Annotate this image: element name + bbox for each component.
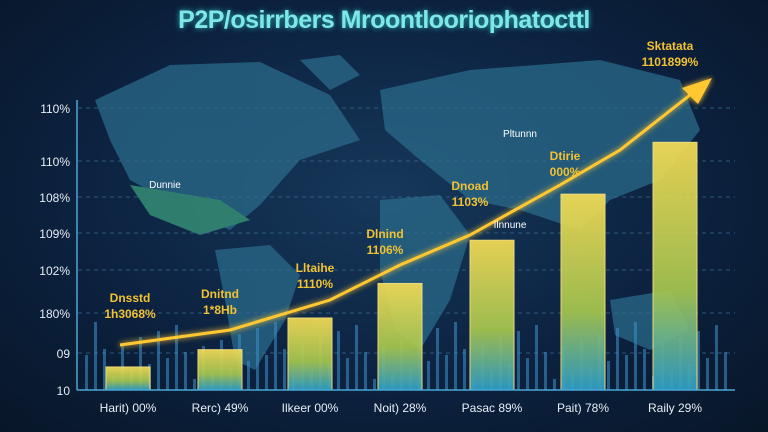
annotation-title: Dlnind	[366, 227, 403, 241]
bar	[377, 282, 423, 391]
decor-bar	[634, 322, 637, 390]
decor-bar	[544, 352, 547, 390]
decor-bar	[166, 358, 169, 390]
y-tick-label: 180%	[39, 307, 70, 321]
annotation-title: Dnsstd	[110, 291, 151, 305]
y-tick-label: 10	[57, 384, 71, 398]
annotation-value: 1101899%	[642, 55, 699, 69]
bar	[105, 366, 151, 391]
y-tick-label: 110%	[40, 155, 70, 169]
x-tick-label: Pasac 89%	[462, 401, 523, 415]
bar	[560, 193, 606, 391]
decor-bar	[85, 355, 88, 390]
bar	[469, 239, 515, 391]
map-label: Ilnnune	[494, 220, 527, 231]
annotation-value: 1*8Hb	[203, 303, 237, 317]
decor-bar	[256, 328, 259, 390]
decor-bar	[724, 352, 727, 390]
decor-bar	[517, 331, 520, 390]
decor-bar	[364, 352, 367, 390]
annotation-value: 1h3068%	[104, 307, 156, 321]
annotation-value: 1103%	[452, 195, 489, 209]
decor-bar	[247, 361, 250, 390]
decor-bar	[337, 331, 340, 390]
decor-bar	[535, 325, 538, 390]
bar	[197, 349, 243, 391]
trend-line	[119, 93, 691, 347]
x-tick-label: Rerc) 49%	[192, 401, 249, 415]
decor-bar	[373, 379, 376, 390]
decor-bar	[94, 322, 97, 390]
decor-bar	[283, 349, 286, 390]
bar	[652, 141, 698, 391]
bar	[287, 317, 333, 391]
annotation-title: Dnoad	[451, 179, 488, 193]
trend-arrow-head	[682, 78, 712, 104]
map-label: Pltunnn	[503, 129, 537, 140]
y-tick-label: 102%	[39, 264, 70, 278]
bars	[85, 141, 727, 391]
decor-bar	[274, 322, 277, 390]
decor-bar	[175, 325, 178, 390]
decor-bar	[526, 358, 529, 390]
annotation-value: 1106%	[367, 243, 404, 257]
decor-bar	[625, 355, 628, 390]
annotation-value: 1110%	[297, 277, 333, 291]
decor-bar	[445, 355, 448, 390]
decor-bar	[616, 328, 619, 390]
annotation-title: Lltaihe	[296, 261, 335, 275]
decor-bar	[706, 358, 709, 390]
decor-bar	[553, 379, 556, 390]
x-tick-label: Noit) 28%	[374, 401, 427, 415]
world-map	[95, 55, 700, 370]
annotation-title: Dnitnd	[201, 287, 239, 301]
decor-bar	[715, 325, 718, 390]
y-tick-label: 108%	[39, 191, 70, 205]
decor-bar	[607, 361, 610, 390]
decor-bar	[436, 328, 439, 390]
decor-bar	[184, 352, 187, 390]
decor-bar	[643, 349, 646, 390]
decor-bar	[265, 355, 268, 390]
x-tick-label: Harit) 00%	[100, 401, 157, 415]
map-label: Dunnie	[149, 180, 181, 191]
annotation-value: 000%	[550, 165, 581, 179]
decor-bar	[346, 358, 349, 390]
decor-bar	[355, 325, 358, 390]
chart-title: P2P/osirrbers Mroontlooriophatocttl	[178, 6, 590, 34]
annotation-title: Sktatata	[647, 39, 694, 53]
x-tick-label: Ilkeer 00%	[282, 401, 339, 415]
decor-bar	[697, 331, 700, 390]
annotation-title: Dtirie	[550, 149, 581, 163]
decor-bar	[103, 349, 106, 390]
y-tick-label: 110%	[40, 102, 70, 116]
x-tick-label: Pait) 78%	[557, 401, 609, 415]
y-tick-label: 109%	[39, 227, 70, 241]
decor-bar	[427, 361, 430, 390]
y-tick-label: 09	[57, 347, 71, 361]
decor-bar	[139, 337, 142, 390]
decor-bar	[463, 349, 466, 390]
decor-bar	[454, 322, 457, 390]
x-tick-label: Raily 29%	[648, 401, 702, 415]
decor-bar	[157, 331, 160, 390]
decor-bar	[193, 379, 196, 390]
